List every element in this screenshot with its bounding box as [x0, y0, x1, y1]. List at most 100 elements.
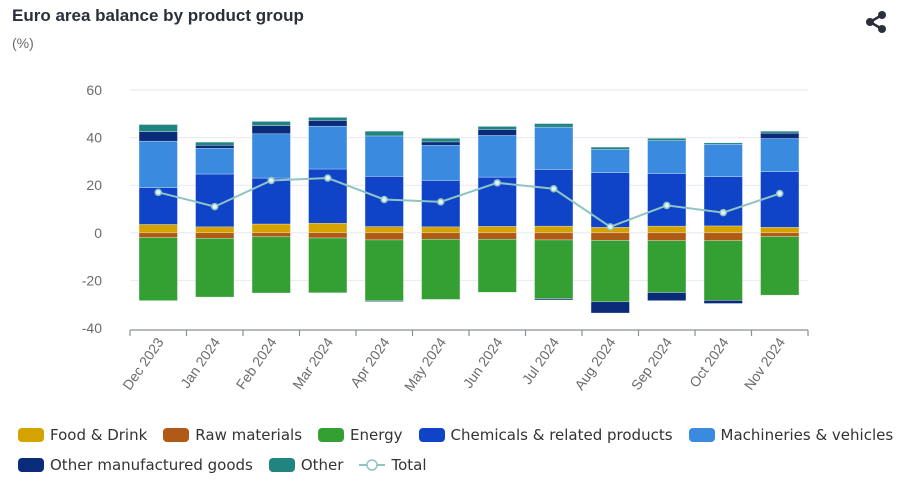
legend: Food & Drink Raw materials Energy Chemicals… [18, 420, 898, 480]
legend-swatch [18, 458, 44, 472]
bar-segment [251, 236, 291, 294]
bar-segment [534, 225, 574, 234]
y-tick-label: -20 [82, 272, 102, 288]
bar-segment [138, 124, 178, 132]
bar-segment [251, 223, 291, 234]
bar-segment [647, 138, 687, 141]
total-point [324, 174, 332, 182]
bar-segment [138, 237, 178, 301]
bar-segment [647, 232, 687, 241]
total-point [719, 208, 727, 217]
bar-segment [647, 173, 687, 227]
bar-segment [308, 125, 348, 170]
bar-segment [364, 135, 404, 177]
chart-subtitle: (%) [12, 35, 34, 51]
x-axis: Dec 2023 Jan 2024 Feb 2024 Mar 2024 Apr 2024… [119, 329, 809, 394]
total-point [380, 195, 388, 204]
x-tick-label: Jun 2024 [460, 334, 506, 391]
bar-segment [421, 144, 461, 181]
share-icon[interactable] [862, 8, 890, 36]
legend-line-icon [359, 459, 386, 471]
legend-item[interactable]: Chemicals & related products [418, 426, 673, 444]
legend-label: Raw materials [195, 426, 303, 444]
legend-label: Other manufactured goods [50, 456, 253, 474]
x-tick-label: Aug 2024 [571, 334, 619, 392]
x-tick-label: Oct 2024 [686, 334, 732, 390]
total-point [267, 176, 275, 185]
x-tick-label: Feb 2024 [233, 334, 280, 392]
bar-segment [590, 149, 630, 173]
bar-segment [647, 225, 687, 234]
y-tick-label: 20 [86, 177, 102, 193]
x-tick-label: May 2024 [401, 334, 449, 394]
bar-segment [647, 140, 687, 174]
legend-item[interactable]: Energy [318, 426, 403, 444]
bar-segment [195, 148, 235, 175]
bar-segment [477, 135, 517, 178]
total-point [606, 223, 614, 231]
bar-segment [364, 232, 404, 241]
bar-segment [195, 226, 235, 234]
legend-item[interactable]: Machineries & vehicles [688, 426, 893, 444]
bars [138, 117, 800, 314]
legend-swatch [163, 428, 190, 442]
bar-segment [647, 292, 687, 301]
bar-segment [534, 298, 574, 301]
legend-swatch [418, 428, 445, 442]
bar-segment [421, 138, 461, 143]
total-point [663, 201, 671, 210]
bar-segment [590, 172, 630, 228]
bar-segment [534, 123, 574, 128]
bar-segment [364, 226, 404, 234]
bar-segment [308, 232, 348, 239]
total-point [154, 188, 162, 197]
legend-item-total[interactable]: Total [359, 456, 427, 474]
bar-segment [703, 225, 743, 234]
legend-item[interactable]: Other manufactured goods [18, 456, 253, 474]
bar-segment [477, 129, 517, 136]
x-tick-label: Dec 2023 [119, 334, 167, 392]
total-line-path [158, 177, 781, 228]
x-tick-label: Sep 2024 [628, 334, 676, 392]
legend-swatch [18, 428, 44, 442]
bar-segment [590, 240, 630, 303]
legend-item[interactable]: Raw materials [163, 426, 302, 444]
bar-segment [251, 232, 291, 238]
bar-segment [308, 120, 348, 127]
x-tick-label: Nov 2024 [741, 334, 789, 392]
legend-label: Other [300, 456, 344, 474]
bar-segment [195, 238, 235, 298]
x-tick-label: Apr 2024 [347, 334, 393, 390]
bar-segment [703, 300, 743, 304]
x-tick-label: Jul 2024 [519, 334, 563, 387]
bar-segment [760, 227, 800, 234]
bar-segment [195, 232, 235, 239]
y-axis-ticks: 60 40 20 0 -20 -40 [82, 82, 102, 336]
bar-segment [195, 173, 235, 228]
legend-swatch [318, 428, 345, 442]
bar-segment [703, 144, 743, 177]
bar-segment [703, 232, 743, 241]
total-point [493, 179, 501, 187]
bar-segment [534, 239, 574, 299]
bar-segment [364, 130, 404, 137]
bar-segment [477, 238, 517, 293]
bar-segment [421, 232, 461, 240]
bar-segment [308, 223, 348, 234]
bar-segment [703, 142, 743, 145]
bar-segment [760, 232, 800, 237]
bar-segment [477, 232, 517, 240]
legend-label: Food & Drink [50, 426, 148, 444]
bar-segment [308, 117, 348, 121]
bar-segment [477, 226, 517, 234]
bar-segment [138, 224, 178, 234]
legend-item[interactable]: Other [268, 456, 344, 474]
y-tick-label: 0 [94, 225, 102, 241]
y-tick-label: -40 [82, 320, 102, 336]
bar-segment [477, 126, 517, 130]
bar-segment [590, 301, 630, 314]
bar-segment [138, 131, 178, 142]
bar-segment [138, 232, 178, 238]
legend-item[interactable]: Food & Drink [18, 426, 147, 444]
grid-lines [130, 89, 808, 281]
